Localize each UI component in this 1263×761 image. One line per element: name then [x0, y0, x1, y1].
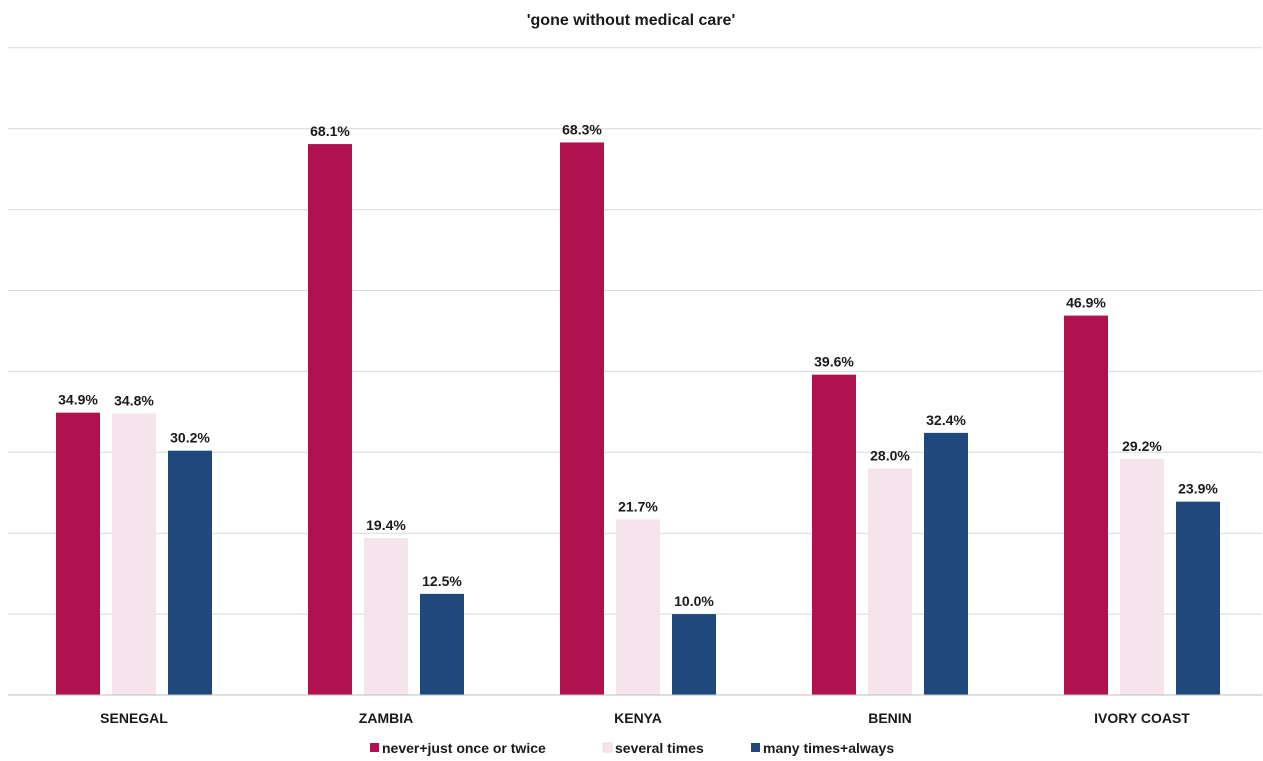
- bar-senegal-series-1: [112, 413, 156, 695]
- bar-ivory-coast-series-0: [1064, 315, 1108, 695]
- data-label: 29.2%: [1122, 438, 1162, 454]
- x-tick-label: IVORY COAST: [1094, 710, 1190, 726]
- data-label: 32.4%: [926, 412, 966, 428]
- legend: never+just once or twice several times man…: [370, 740, 894, 756]
- x-tick-label: KENYA: [614, 710, 662, 726]
- legend-swatch: [370, 743, 379, 752]
- bar-kenya-series-1: [616, 519, 660, 695]
- data-labels: 34.9% 34.8% 30.2% 68.1% 19.4% 12.5% 68.3% 21.7%…: [58, 121, 1218, 609]
- data-label: 68.1%: [310, 123, 350, 139]
- bars: [56, 142, 1220, 696]
- bar-senegal-series-2: [168, 450, 212, 695]
- x-tick-label: BENIN: [868, 710, 912, 726]
- bar-ivory-coast-series-1: [1120, 458, 1164, 695]
- legend-item: many times+always: [751, 740, 894, 756]
- x-tick-labels: SENEGAL ZAMBIA KENYA BENIN IVORY COAST: [100, 710, 1190, 726]
- data-label: 12.5%: [422, 573, 462, 589]
- bar-zambia-series-1: [364, 538, 408, 695]
- legend-item: several times: [602, 740, 704, 756]
- bar-benin-series-1: [868, 468, 912, 695]
- legend-swatch: [602, 742, 613, 753]
- data-label: 28.0%: [870, 447, 910, 463]
- legend-label: many times+always: [763, 740, 894, 756]
- legend-label: several times: [615, 740, 704, 756]
- bar-zambia-series-0: [308, 144, 352, 696]
- data-label: 23.9%: [1178, 481, 1218, 497]
- bar-ivory-coast-series-2: [1176, 501, 1220, 695]
- data-label: 34.9%: [58, 392, 98, 408]
- chart-title: 'gone without medical care': [527, 12, 736, 29]
- bar-kenya-series-2: [672, 614, 716, 695]
- bar-benin-series-2: [924, 432, 968, 695]
- bar-benin-series-0: [812, 374, 856, 695]
- legend-label: never+just once or twice: [382, 740, 546, 756]
- data-label: 19.4%: [366, 517, 406, 533]
- bar-zambia-series-2: [420, 593, 464, 695]
- bar-senegal-series-0: [56, 412, 100, 695]
- x-tick-label: ZAMBIA: [359, 710, 413, 726]
- data-label: 34.8%: [114, 392, 154, 408]
- data-label: 46.9%: [1066, 295, 1106, 311]
- bar-kenya-series-0: [560, 142, 604, 695]
- legend-swatch: [751, 743, 760, 752]
- data-label: 30.2%: [170, 430, 210, 446]
- data-label: 10.0%: [674, 593, 714, 609]
- data-label: 68.3%: [562, 121, 602, 137]
- data-label: 39.6%: [814, 354, 854, 370]
- gridlines: [8, 47, 1262, 615]
- data-label: 21.7%: [618, 498, 658, 514]
- x-tick-label: SENEGAL: [100, 710, 168, 726]
- legend-item: never+just once or twice: [370, 740, 546, 756]
